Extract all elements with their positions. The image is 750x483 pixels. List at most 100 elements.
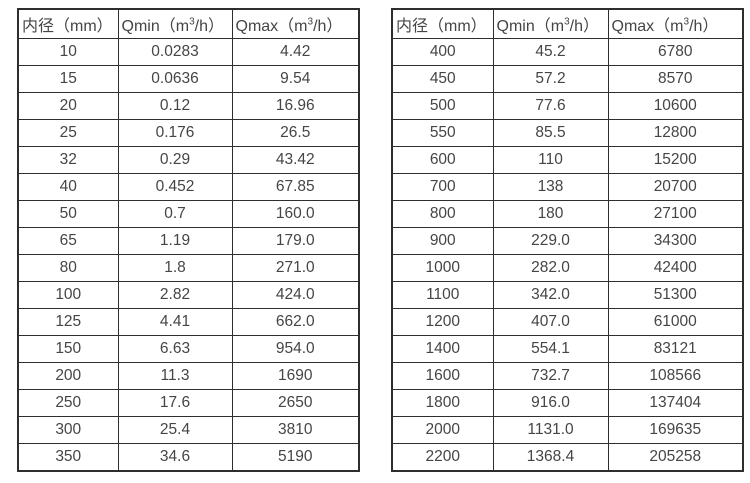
table-cell: 4.41	[117, 307, 233, 336]
header-qmin-suffix: /h）	[194, 18, 224, 35]
header-qmax-suffix: /h）	[689, 18, 719, 35]
table-cell: 1.19	[117, 226, 233, 255]
flow-range-table-right: 内径（mm） Qmin（m3/h） Qmax（m3/h） 400 45.2 6780…	[391, 8, 744, 472]
table-cell: 0.29	[117, 145, 233, 174]
table-cell: 342.0	[492, 280, 609, 309]
flow-range-table-left: 内径（mm） Qmin（m3/h） Qmax（m3/h） 10 0.0283 4.4…	[17, 8, 360, 472]
table-row: 400 45.2 6780	[391, 38, 744, 66]
table-row: 2000 1131.0 169635	[391, 415, 744, 444]
table-cell: 108566	[607, 361, 744, 390]
table-cell: 0.176	[117, 118, 233, 147]
table-cell: 11.3	[117, 361, 233, 390]
table-cell: 1800	[391, 388, 494, 417]
table-cell: 205258	[607, 442, 744, 472]
table-cell: 271.0	[231, 253, 360, 282]
header-diameter: 内径（mm）	[391, 8, 494, 39]
table-body-left: 10 0.0283 4.42 15 0.0636 9.54 20 0.12 16.96 25 0.1…	[17, 38, 360, 472]
table-header-right: 内径（mm） Qmin（m3/h） Qmax（m3/h）	[391, 8, 744, 39]
table-row: 500 77.6 10600	[391, 91, 744, 120]
table-row: 1000 282.0 42400	[391, 253, 744, 282]
table-cell: 0.0283	[117, 38, 233, 66]
table-row: 25 0.176 26.5	[17, 118, 360, 147]
table-body-right: 400 45.2 6780 450 57.2 8570 500 77.6 10600 550 85.…	[391, 38, 744, 472]
header-qmax-superscript: 3	[683, 16, 690, 28]
table-cell: 550	[391, 118, 494, 147]
table-cell: 15	[17, 64, 119, 93]
table-cell: 50	[17, 199, 119, 228]
table-cell: 916.0	[492, 388, 609, 417]
table-cell: 65	[17, 226, 119, 255]
table-cell: 1000	[391, 253, 494, 282]
table-cell: 8570	[607, 64, 744, 93]
table-cell: 300	[17, 415, 119, 444]
table-cell: 137404	[607, 388, 744, 417]
table-row: 1600 732.7 108566	[391, 361, 744, 390]
header-diameter: 内径（mm）	[17, 8, 119, 39]
table-cell: 10	[17, 38, 119, 66]
table-cell: 160.0	[231, 199, 360, 228]
table-cell: 1200	[391, 307, 494, 336]
table-cell: 169635	[607, 415, 744, 444]
table-cell: 0.12	[117, 91, 233, 120]
table-row: 550 85.5 12800	[391, 118, 744, 147]
table-row: 32 0.29 43.42	[17, 145, 360, 174]
table-row: 20 0.12 16.96	[17, 91, 360, 120]
table-cell: 138	[492, 172, 609, 201]
table-cell: 954.0	[231, 334, 360, 363]
table-row: 65 1.19 179.0	[17, 226, 360, 255]
table-cell: 125	[17, 307, 119, 336]
table-cell: 12800	[607, 118, 744, 147]
table-cell: 900	[391, 226, 494, 255]
table-cell: 80	[17, 253, 119, 282]
table-cell: 200	[17, 361, 119, 390]
header-qmax: Qmax（m3/h）	[231, 8, 360, 39]
table-cell: 250	[17, 388, 119, 417]
table-cell: 10600	[607, 91, 744, 120]
table-row: 250 17.6 2650	[17, 388, 360, 417]
table-cell: 6780	[607, 38, 744, 66]
header-qmin-prefix: Qmin（m	[121, 18, 190, 35]
table-cell: 42400	[607, 253, 744, 282]
table-cell: 407.0	[492, 307, 609, 336]
table-cell: 34.6	[117, 442, 233, 472]
table-cell: 800	[391, 199, 494, 228]
table-cell: 51300	[607, 280, 744, 309]
table-cell: 34300	[607, 226, 744, 255]
table-cell: 424.0	[231, 280, 360, 309]
header-qmax-prefix: Qmax（m	[235, 18, 308, 35]
table-cell: 2200	[391, 442, 494, 472]
table-cell: 17.6	[117, 388, 233, 417]
table-cell: 20	[17, 91, 119, 120]
header-qmin-suffix: /h）	[569, 18, 599, 35]
header-qmin: Qmin（m3/h）	[117, 8, 233, 39]
table-row: 10 0.0283 4.42	[17, 38, 360, 66]
table-cell: 6.63	[117, 334, 233, 363]
header-qmax-prefix: Qmax（m	[611, 18, 684, 35]
table-cell: 15200	[607, 145, 744, 174]
header-qmax: Qmax（m3/h）	[607, 8, 744, 39]
header-qmin-superscript: 3	[564, 16, 570, 28]
header-qmin-superscript: 3	[189, 16, 195, 28]
header-row: 内径（mm） Qmin（m3/h） Qmax（m3/h）	[17, 8, 360, 39]
table-cell: 1600	[391, 361, 494, 390]
table-cell: 0.0636	[117, 64, 233, 93]
table-cell: 43.42	[231, 145, 360, 174]
table-cell: 3810	[231, 415, 360, 444]
table-cell: 2650	[231, 388, 360, 417]
table-cell: 229.0	[492, 226, 609, 255]
table-cell: 110	[492, 145, 609, 174]
table-cell: 32	[17, 145, 119, 174]
table-row: 1400 554.1 83121	[391, 334, 744, 363]
table-cell: 27100	[607, 199, 744, 228]
table-row: 15 0.0636 9.54	[17, 64, 360, 93]
table-cell: 0.452	[117, 172, 233, 201]
table-cell: 350	[17, 442, 119, 472]
table-cell: 1690	[231, 361, 360, 390]
table-cell: 180	[492, 199, 609, 228]
table-row: 80 1.8 271.0	[17, 253, 360, 282]
table-row: 200 11.3 1690	[17, 361, 360, 390]
table-row: 700 138 20700	[391, 172, 744, 201]
table-row: 125 4.41 662.0	[17, 307, 360, 336]
table-cell: 25	[17, 118, 119, 147]
table-cell: 500	[391, 91, 494, 120]
